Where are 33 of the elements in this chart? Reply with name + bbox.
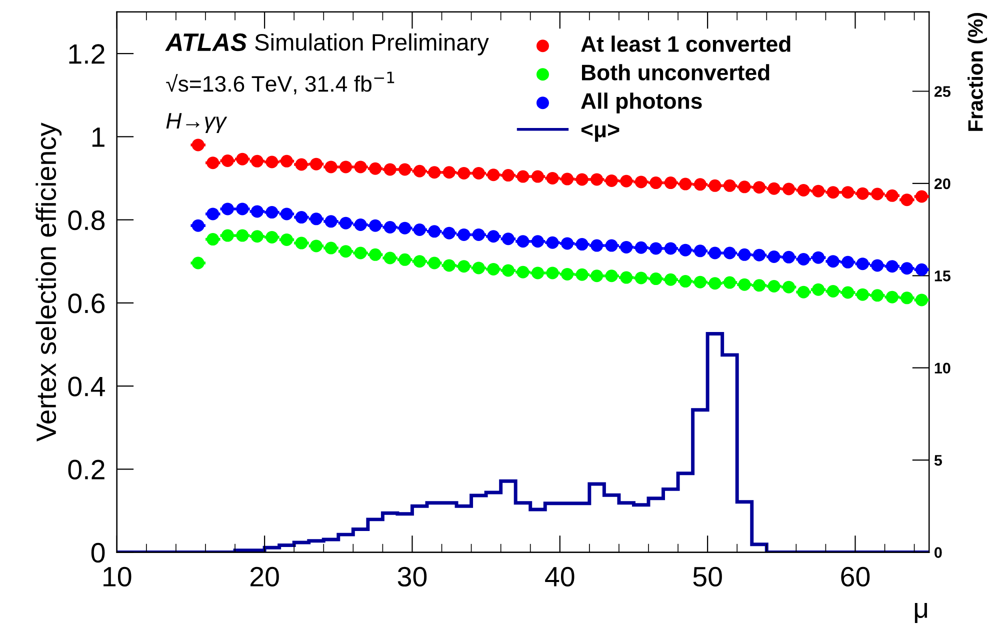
y-axis-title: Vertex selection efficiency [36, 122, 62, 442]
y2-tick-label: 5 [934, 455, 942, 466]
legend-label: <μ> [581, 124, 620, 142]
y-tick-label: 0.4 [68, 376, 105, 396]
legend-label: At least 1 converted [581, 36, 790, 52]
x-tick-label: 60 [841, 566, 870, 587]
x-tick-label: 10 [104, 566, 132, 587]
point [192, 256, 204, 270]
x-tick-label: 50 [693, 566, 722, 587]
annotation: H→γγ [166, 113, 228, 134]
y2-axis-title: Fraction (%) [968, 12, 988, 131]
x-tick-label: 30 [398, 566, 427, 587]
point [192, 219, 204, 232]
y-tick-label: 1.2 [69, 44, 104, 64]
y2-tick-label: 20 [934, 178, 950, 190]
annotation: √s=13.6 TeV, 31.4 fb$^{−1}$ [166, 72, 394, 94]
y2-tick-label: 0 [934, 547, 942, 558]
legend-label: Both unconverted [582, 64, 770, 80]
point [206, 208, 220, 220]
x-tick-label: 20 [250, 566, 279, 587]
y-tick-label: 0.8 [68, 210, 105, 230]
y2-tick-label: 25 [934, 86, 950, 97]
legend-label: All photons [581, 92, 702, 114]
y-tick-label: 0 [91, 542, 105, 563]
y-tick-label: 0.2 [68, 460, 104, 480]
x-axis-title: μ [914, 603, 928, 624]
annotation: ATLAS Simulation Preliminary [165, 33, 489, 56]
y2-tick-label: 10 [934, 362, 950, 374]
point [192, 138, 204, 152]
y-tick-label: 0.6 [68, 294, 105, 314]
y2-tick-label: 15 [934, 270, 950, 282]
x-tick-label: 40 [545, 566, 574, 587]
y-tick-label: 1 [92, 128, 104, 147]
